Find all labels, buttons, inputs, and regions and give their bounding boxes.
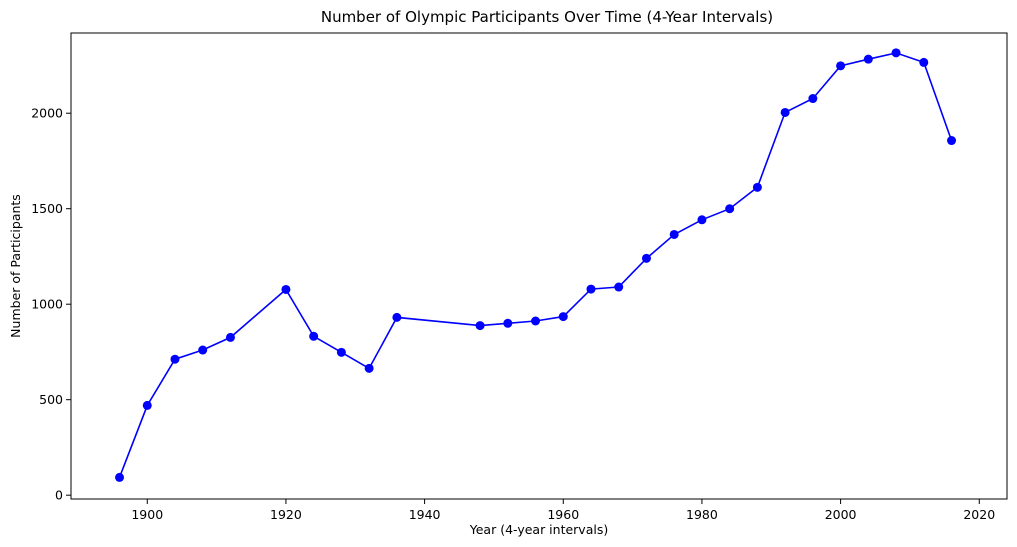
x-tick-label: 1980	[686, 507, 718, 522]
y-tick-label: 1000	[31, 297, 63, 312]
data-point	[170, 354, 180, 364]
data-point	[808, 94, 818, 104]
x-tick-label: 1920	[270, 507, 302, 522]
x-axis: 1900 1920 1940 1960 1980 2000 2020	[131, 499, 995, 522]
data-point	[558, 312, 568, 322]
data-point	[836, 61, 846, 71]
x-tick-label: 1960	[547, 507, 579, 522]
x-tick-label: 1940	[409, 507, 441, 522]
data-point	[531, 316, 541, 326]
data-point	[752, 182, 762, 192]
x-axis-label: Year (4-year intervals)	[469, 522, 608, 537]
data-point	[947, 136, 957, 146]
data-point	[669, 229, 679, 239]
data-point	[142, 400, 152, 410]
y-tick-label: 1500	[31, 201, 63, 216]
data-point	[725, 204, 735, 214]
x-tick-label: 2020	[963, 507, 995, 522]
y-axis: 0 500 1000 1500 2000	[31, 106, 71, 503]
data-point	[475, 321, 485, 331]
series-line	[118, 52, 953, 478]
data-point	[392, 312, 402, 322]
data-point	[891, 48, 901, 58]
data-point	[281, 284, 291, 294]
data-point	[614, 282, 624, 292]
data-point	[336, 347, 346, 357]
data-point	[115, 472, 125, 482]
x-tick-label: 1900	[131, 507, 163, 522]
data-point	[697, 215, 707, 225]
data-point	[780, 107, 790, 117]
data-point	[503, 318, 513, 328]
data-point	[309, 331, 319, 341]
data-point	[641, 253, 651, 263]
data-point	[364, 363, 374, 373]
chart-title: Number of Olympic Participants Over Time…	[321, 8, 773, 26]
y-tick-label: 0	[55, 488, 63, 503]
data-point	[863, 54, 873, 64]
data-point	[919, 57, 929, 67]
data-point	[225, 332, 235, 342]
y-axis-label: Number of Participants	[8, 194, 23, 338]
x-tick-label: 2000	[825, 507, 857, 522]
y-tick-label: 2000	[31, 106, 63, 121]
data-point	[198, 345, 208, 355]
plot-area	[70, 32, 1008, 500]
y-tick-label: 500	[39, 392, 63, 407]
data-point	[586, 284, 596, 294]
series-markers	[115, 48, 957, 482]
